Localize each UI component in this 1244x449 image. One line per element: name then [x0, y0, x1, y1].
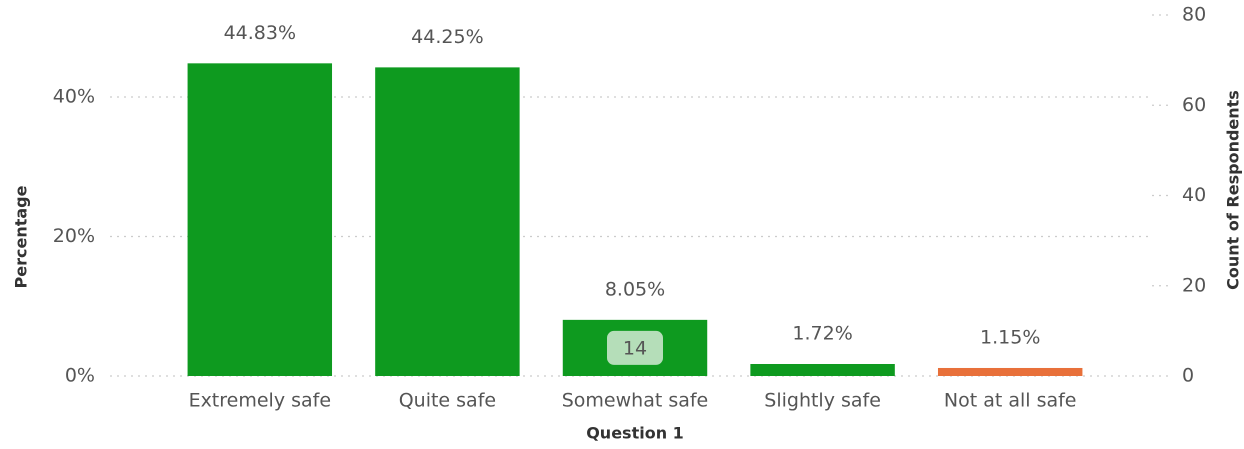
y2-axis-title: Count of Respondents: [1224, 90, 1243, 290]
x-tick-label: Quite safe: [399, 390, 496, 412]
count-label: 14: [623, 337, 647, 359]
y2-tick-label: 20: [1182, 274, 1206, 296]
bar: [937, 367, 1083, 376]
x-tick-label: Extremely safe: [189, 390, 331, 412]
x-axis-title: Question 1: [586, 424, 684, 443]
y2-tick-label: 80: [1182, 4, 1206, 26]
y-tick-label: 0%: [65, 365, 95, 387]
y2-tick-label: 0: [1182, 365, 1194, 387]
y-axis-title: Percentage: [12, 185, 31, 288]
bar: [750, 364, 895, 376]
bar: [187, 63, 333, 377]
y2-tick-label: 40: [1182, 184, 1206, 206]
data-label: 44.25%: [411, 26, 483, 48]
y-tick-label: 40%: [53, 86, 95, 108]
x-tick-label: Somewhat safe: [562, 390, 709, 412]
bar: [375, 67, 520, 376]
x-tick-label: Slightly safe: [764, 390, 881, 412]
data-label: 44.83%: [224, 22, 296, 44]
y-tick-label: 20%: [53, 225, 95, 247]
data-label: 8.05%: [605, 278, 665, 300]
y2-tick-label: 60: [1182, 94, 1206, 116]
data-label: 1.72%: [792, 323, 852, 345]
x-tick-label: Not at all safe: [944, 390, 1077, 412]
data-label: 1.15%: [980, 326, 1040, 348]
count-label-badge: [607, 330, 663, 365]
